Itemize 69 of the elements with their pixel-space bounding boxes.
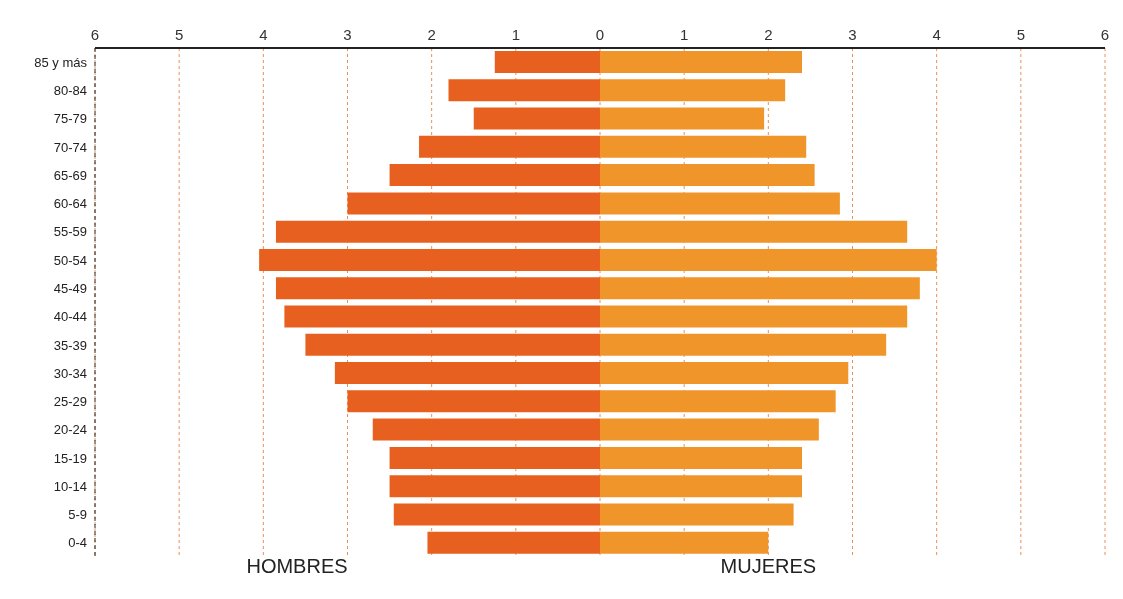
y-tick-label: 85 y más	[34, 54, 88, 70]
series-label: MUJERES	[719, 555, 818, 578]
y-tick-label: 35-39	[53, 337, 87, 353]
bar	[600, 220, 908, 243]
y-tick-label: 25-29	[53, 394, 87, 410]
bar	[494, 51, 600, 73]
bar	[275, 277, 600, 300]
bar	[389, 475, 600, 498]
y-tick-label: 70-74	[53, 139, 87, 155]
y-tick-label: 0-4	[68, 535, 87, 551]
x-tick-label: 2	[427, 26, 436, 43]
bar	[600, 135, 807, 158]
x-tick-label: 5	[1016, 26, 1026, 43]
bar	[600, 248, 937, 271]
bar	[334, 362, 600, 385]
y-tick-label: 20-24	[53, 422, 87, 438]
bar	[372, 418, 600, 441]
y-tick-label: 10-14	[53, 478, 87, 494]
bar	[347, 390, 600, 413]
y-tick-label: 5-9	[68, 507, 87, 523]
x-tick-label: 6	[1100, 26, 1110, 43]
bar	[419, 135, 600, 158]
x-tick-label: 1	[511, 26, 521, 43]
x-tick-label: 3	[343, 26, 352, 43]
text: HOMBRES	[245, 555, 349, 578]
bar	[600, 446, 802, 469]
bar	[347, 192, 600, 215]
y-tick-label: 50-54	[53, 252, 87, 268]
y-tick-label: 45-49	[53, 280, 87, 296]
bar	[600, 418, 819, 441]
y-tick-label: 60-64	[53, 196, 87, 212]
bar	[600, 390, 836, 413]
x-tick-label: 0	[595, 26, 605, 43]
bar	[600, 107, 765, 130]
x-tick-label: 1	[679, 26, 689, 43]
bar	[393, 503, 600, 526]
bar	[600, 475, 802, 498]
bar	[600, 362, 849, 385]
bar	[600, 277, 920, 300]
bar	[389, 164, 600, 187]
bar	[389, 446, 600, 469]
x-tick-label: 5	[174, 26, 184, 43]
bar	[600, 51, 802, 73]
y-tick-label: 30-34	[53, 365, 87, 381]
y-tick-label: 65-69	[53, 167, 87, 183]
bar	[600, 333, 887, 356]
x-tick-label: 2	[764, 26, 773, 43]
bar	[427, 531, 600, 554]
bar	[600, 164, 815, 187]
y-tick-label: 40-44	[53, 309, 87, 325]
bar	[600, 531, 769, 554]
bar	[305, 333, 600, 356]
bar	[600, 305, 908, 328]
bar	[284, 305, 600, 328]
y-tick-label: 15-19	[53, 450, 87, 466]
bar	[448, 79, 600, 102]
y-tick-label: 55-59	[53, 224, 87, 240]
x-tick-label: 4	[932, 26, 941, 43]
y-tick-label: 75-79	[53, 111, 87, 127]
bar	[600, 192, 840, 215]
bar	[259, 248, 600, 271]
bar	[275, 220, 600, 243]
bar	[600, 503, 794, 526]
x-tick-label: 6	[90, 26, 100, 43]
x-tick-label: 4	[259, 26, 268, 43]
bar	[600, 79, 786, 102]
bar	[473, 107, 600, 130]
y-tick-label: 80-84	[53, 83, 87, 99]
x-tick-label: 3	[848, 26, 857, 43]
